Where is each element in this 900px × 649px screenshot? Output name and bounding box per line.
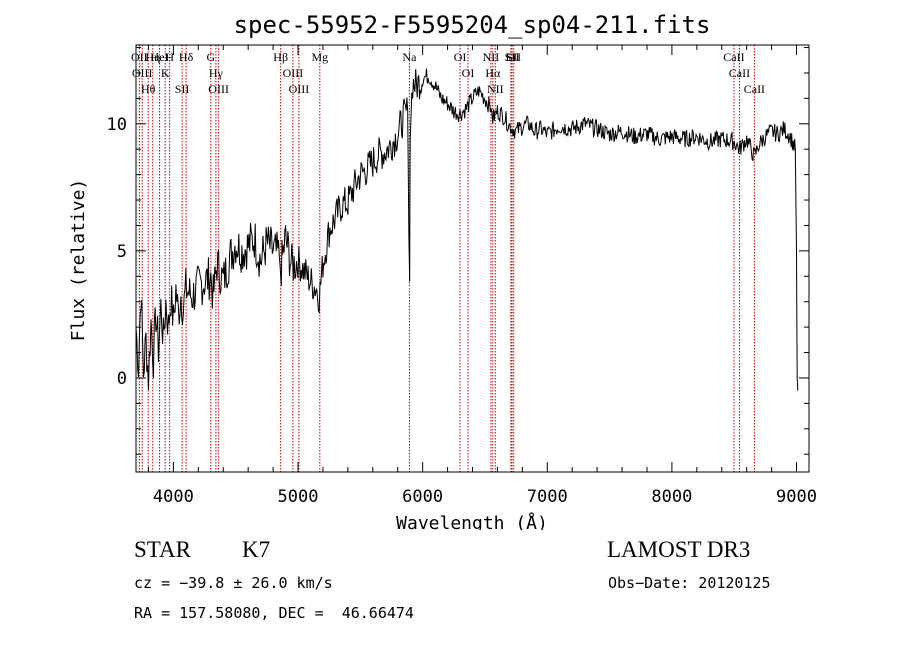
y-axis-label: Flux (relative)	[68, 179, 89, 342]
spectral-line-label: H	[165, 50, 174, 64]
spectral-line-label: SII	[505, 50, 520, 64]
obs-date: Obs−Date: 20120125	[608, 574, 771, 592]
spectral-line-label: OI	[454, 50, 467, 64]
spectral-line-label: SII	[175, 82, 190, 96]
spectral-line-label: OI	[462, 66, 475, 80]
spectral-line-label: OII	[131, 50, 148, 64]
coordinates: RA = 157.58080, DEC = 46.66474	[134, 604, 414, 622]
plot-frame	[135, 44, 810, 473]
spectral-line-label: NII	[483, 50, 500, 64]
spectral-line-label: OIII	[283, 66, 304, 80]
spectral-line-label: OIII	[289, 82, 310, 96]
spectrum-chart: spec-55952-F5595204_sp04-211.fits OIIOII…	[68, 11, 817, 530]
spectral-line-label: Hβ	[273, 50, 288, 64]
spectral-line-label: OIII	[132, 66, 153, 80]
spectral-line-label: SII	[506, 50, 521, 64]
spectral-line-label: Hδ	[179, 50, 194, 64]
spectral-line-label: Li	[506, 50, 517, 64]
y-tick-label: 10	[107, 115, 127, 135]
x-tick-label: 6000	[402, 487, 443, 507]
redshift-cz: cz = −39.8 ± 26.0 km/s	[134, 574, 333, 592]
spectral-line-label: CaII	[723, 50, 744, 64]
object-subclass: K7	[242, 537, 271, 562]
chart-title: spec-55952-F5595204_sp04-211.fits	[234, 11, 711, 39]
x-tick-label: 8000	[651, 487, 692, 507]
spectral-line-label: Hθ	[141, 82, 156, 96]
spectral-line-label: CaII	[729, 66, 750, 80]
x-tick-label: 5000	[278, 487, 319, 507]
spectral-line-label: K	[161, 66, 170, 80]
spectral-line-label: HeI	[151, 50, 169, 64]
x-tick-label: 7000	[527, 487, 568, 507]
spectral-line-label: Na	[402, 50, 417, 64]
spectral-line-label: CaII	[744, 82, 765, 96]
spectral-line-label: Hα	[485, 66, 501, 80]
spectrum-series-line	[135, 68, 799, 391]
spectral-line-label: OIII	[208, 82, 229, 96]
spectral-line-label: Mg	[311, 50, 328, 64]
spectral-line-label: Hγ	[209, 66, 224, 80]
spectral-line-label: NII	[487, 82, 504, 96]
x-tick-label: 4000	[153, 487, 194, 507]
y-tick-label: 0	[117, 369, 127, 389]
object-class: STAR	[134, 537, 191, 562]
axis-ticks: 4000 5000 6000 7000 8000 9000 0 5 10	[107, 45, 817, 507]
x-axis-label: Wavelength (Å)	[396, 512, 548, 530]
survey-name: LAMOST DR3	[607, 537, 751, 562]
y-tick-label: 5	[117, 242, 127, 262]
series-layer	[135, 68, 799, 391]
x-tick-label: 9000	[776, 487, 817, 507]
spectral-line-label: Hη	[145, 50, 160, 64]
spectral-line-label: G	[206, 50, 215, 64]
